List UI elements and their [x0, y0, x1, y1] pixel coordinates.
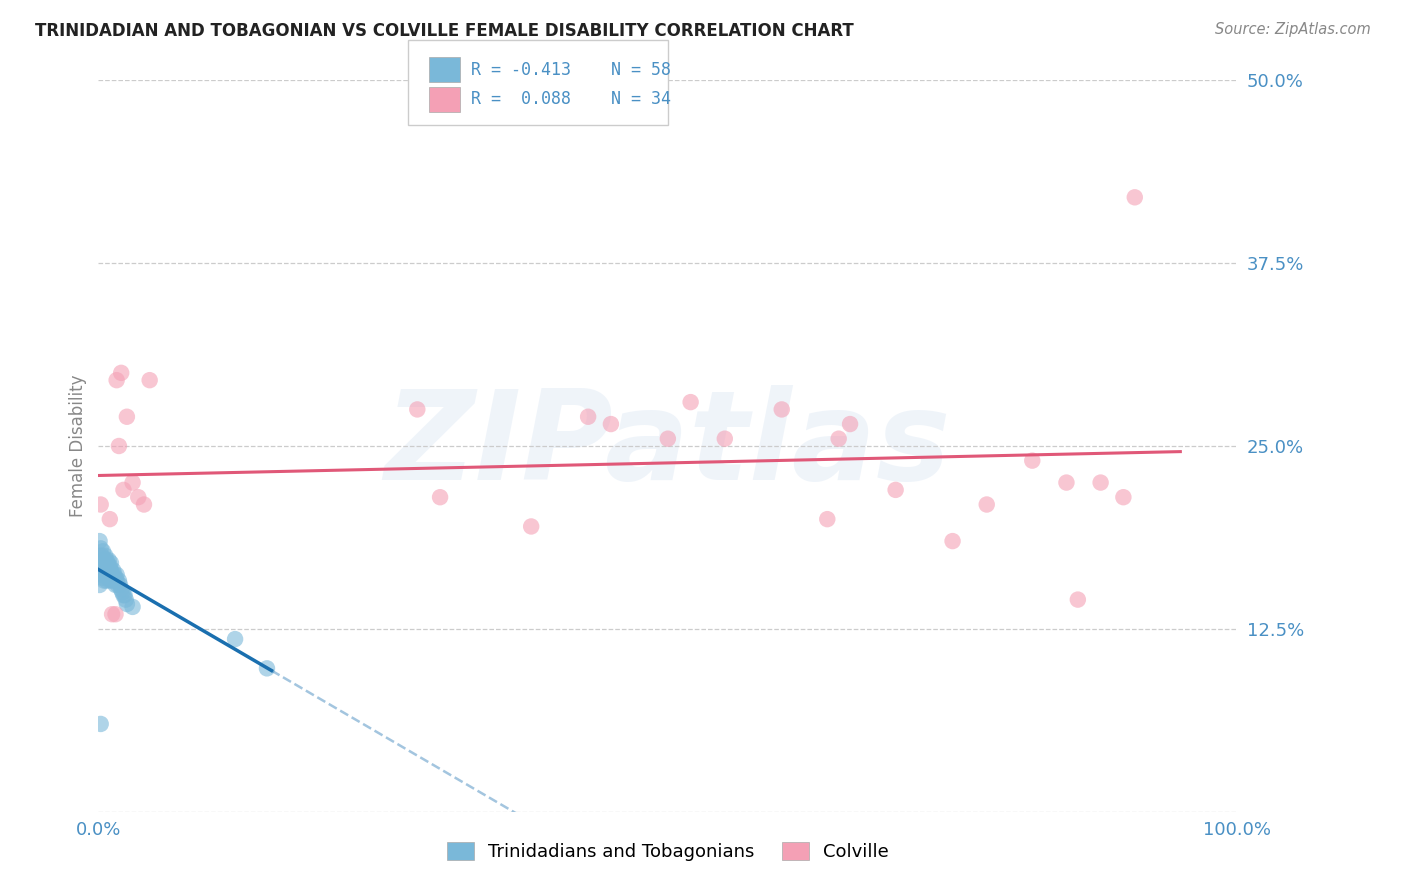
Point	[1021, 453, 1043, 467]
Point	[100, 563, 122, 577]
Point	[93, 567, 115, 582]
Point	[98, 574, 121, 588]
Text: R =  0.088    N = 34: R = 0.088 N = 34	[471, 90, 671, 108]
Point	[112, 588, 135, 602]
Point	[93, 558, 115, 573]
Point	[105, 574, 128, 588]
Point	[115, 409, 138, 424]
Point	[520, 519, 543, 533]
Point	[96, 574, 118, 588]
Point	[657, 432, 679, 446]
Point	[224, 632, 246, 646]
Point	[90, 556, 112, 570]
Point	[96, 563, 118, 577]
Point	[770, 402, 793, 417]
Point	[90, 567, 112, 582]
Point	[98, 558, 121, 573]
Point	[94, 556, 117, 570]
Point	[89, 534, 111, 549]
Point	[98, 567, 121, 582]
Text: Source: ZipAtlas.com: Source: ZipAtlas.com	[1215, 22, 1371, 37]
Point	[101, 574, 124, 588]
Point	[93, 553, 115, 567]
Text: ZIPatlas: ZIPatlas	[385, 385, 950, 507]
Point	[884, 483, 907, 497]
Point	[89, 578, 111, 592]
Point	[96, 553, 118, 567]
Point	[105, 567, 128, 582]
Point	[108, 574, 131, 588]
Point	[90, 549, 112, 563]
Point	[1054, 475, 1078, 490]
Point	[104, 578, 127, 592]
Text: TRINIDADIAN AND TOBAGONIAN VS COLVILLE FEMALE DISABILITY CORRELATION CHART: TRINIDADIAN AND TOBAGONIAN VS COLVILLE F…	[35, 22, 853, 40]
Y-axis label: Female Disability: Female Disability	[69, 375, 87, 517]
Point	[108, 578, 131, 592]
Point	[97, 558, 120, 573]
Text: R = -0.413    N = 58: R = -0.413 N = 58	[471, 61, 671, 78]
Point	[89, 549, 111, 563]
Point	[107, 578, 129, 592]
Point	[90, 541, 112, 556]
Point	[714, 432, 737, 446]
Point	[815, 512, 838, 526]
Point	[101, 567, 124, 582]
Point	[98, 512, 121, 526]
Point	[576, 409, 599, 424]
Point	[104, 607, 127, 622]
Point	[91, 563, 114, 577]
Point	[105, 373, 128, 387]
Legend: Trinidadians and Tobagonians, Colville: Trinidadians and Tobagonians, Colville	[440, 835, 896, 869]
Point	[839, 417, 862, 431]
Point	[108, 439, 131, 453]
Point	[97, 571, 120, 585]
Point	[1112, 490, 1135, 504]
Point	[828, 432, 851, 446]
Point	[90, 717, 112, 731]
Point	[942, 534, 965, 549]
Point	[600, 417, 623, 431]
Point	[1090, 475, 1112, 490]
Point	[103, 574, 125, 588]
Point	[97, 553, 120, 567]
Point	[90, 558, 112, 573]
Point	[110, 366, 132, 380]
Point	[679, 395, 702, 409]
Point	[114, 588, 136, 602]
Point	[138, 373, 160, 387]
Point	[103, 563, 125, 577]
Point	[132, 498, 155, 512]
Point	[91, 556, 114, 570]
Point	[90, 498, 112, 512]
Point	[93, 574, 115, 588]
Point	[90, 571, 112, 585]
Point	[94, 549, 117, 563]
Point	[121, 599, 143, 614]
Point	[96, 571, 118, 585]
Point	[103, 571, 125, 585]
Point	[114, 592, 136, 607]
Point	[110, 582, 132, 597]
Point	[100, 556, 122, 570]
Point	[976, 498, 998, 512]
Point	[94, 563, 117, 577]
Point	[115, 597, 138, 611]
Point	[96, 556, 118, 570]
Point	[429, 490, 451, 504]
Point	[96, 567, 118, 582]
Point	[101, 607, 124, 622]
Point	[96, 558, 118, 573]
Point	[1123, 190, 1146, 204]
Point	[406, 402, 429, 417]
Point	[1067, 592, 1090, 607]
Point	[127, 490, 149, 504]
Point	[104, 571, 127, 585]
Point	[103, 567, 125, 582]
Point	[256, 661, 278, 675]
Point	[91, 544, 114, 558]
Point	[90, 563, 112, 577]
Point	[112, 483, 135, 497]
Point	[111, 585, 134, 599]
Point	[121, 475, 143, 490]
